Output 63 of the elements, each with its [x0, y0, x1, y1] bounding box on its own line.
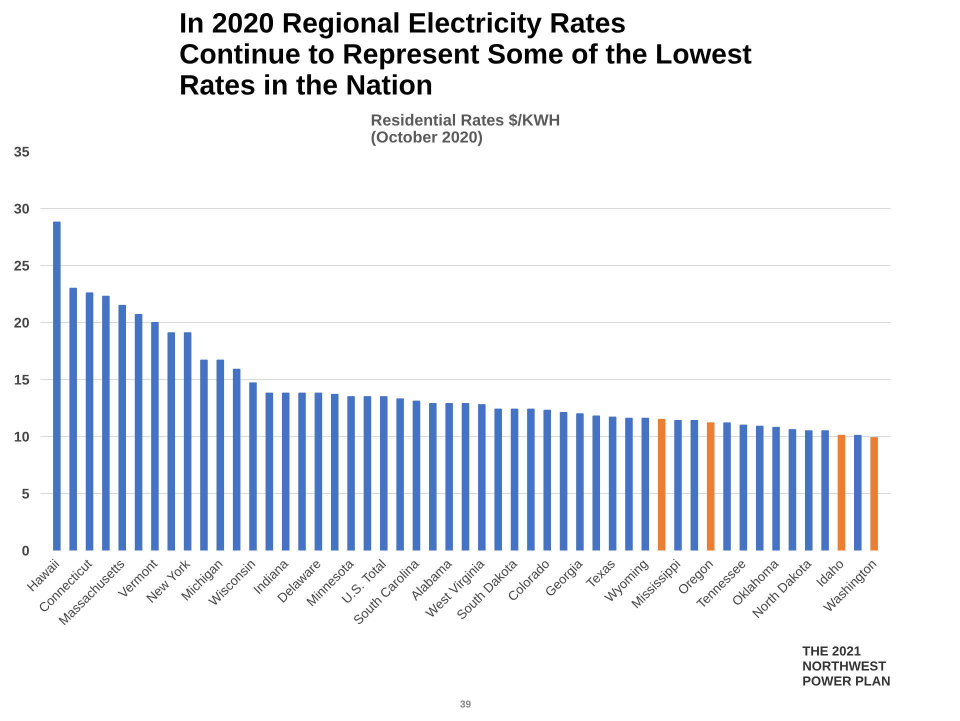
bar — [788, 429, 796, 550]
bar — [184, 332, 192, 550]
bar — [805, 430, 813, 550]
bar — [494, 408, 502, 550]
bar — [608, 416, 616, 550]
bar — [560, 412, 568, 550]
bar — [723, 422, 731, 550]
bar — [380, 396, 388, 550]
bar — [821, 430, 829, 550]
bar — [642, 418, 650, 550]
bar — [576, 413, 584, 550]
bar — [249, 382, 257, 550]
bar — [478, 404, 486, 550]
bar — [445, 402, 453, 550]
bar — [298, 392, 306, 550]
bar — [690, 420, 698, 550]
bar — [69, 288, 77, 550]
bar — [772, 426, 780, 550]
y-tick-label: 10 — [14, 428, 30, 444]
bar — [168, 332, 176, 550]
bar — [838, 434, 846, 550]
bar — [543, 410, 551, 550]
chart-subtitle: Residential Rates $/KWH (October 2020) — [370, 112, 560, 146]
bar — [870, 437, 878, 550]
bar — [462, 402, 470, 550]
bar — [412, 400, 420, 550]
bar — [429, 402, 437, 550]
text: THE 2021 NORTHWEST POWER PLAN — [802, 644, 891, 688]
bar — [740, 424, 748, 550]
bar — [151, 322, 159, 550]
y-tick-label: 30 — [14, 200, 30, 216]
chart-title: In 2020 Regional Electricity Rates Continue to Represent Some of the Lowest Rates in the Nation — [179, 8, 752, 100]
bar — [282, 392, 290, 550]
bar — [625, 418, 633, 550]
bar — [854, 434, 862, 550]
bar — [216, 360, 224, 550]
bar — [396, 398, 404, 550]
y-tick-label: 35 — [14, 144, 30, 160]
y-tick-label: 0 — [22, 542, 30, 558]
bar — [347, 396, 355, 550]
bar — [658, 418, 666, 550]
y-tick-label: 15 — [14, 372, 30, 388]
bar — [266, 392, 274, 550]
bar — [134, 314, 142, 550]
bar — [527, 408, 535, 550]
bar — [706, 422, 714, 550]
bar — [314, 392, 322, 550]
text: 39 — [460, 700, 472, 710]
bar — [232, 368, 240, 550]
bar — [86, 292, 94, 550]
bar — [330, 394, 338, 550]
bar — [102, 296, 110, 550]
y-tick-label: 25 — [14, 258, 30, 274]
bar — [118, 304, 126, 550]
bar — [510, 408, 518, 550]
bar — [756, 426, 764, 550]
bar — [364, 396, 372, 550]
bar — [592, 415, 600, 550]
bar — [674, 420, 682, 550]
bar — [53, 222, 61, 550]
bar — [200, 360, 208, 550]
y-tick-label: 20 — [14, 314, 30, 330]
y-tick-label: 5 — [22, 486, 30, 502]
